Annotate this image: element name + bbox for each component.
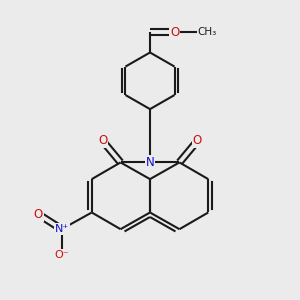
Text: N: N — [146, 156, 154, 169]
Text: CH₃: CH₃ — [197, 27, 217, 37]
Text: O: O — [193, 134, 202, 147]
Text: O: O — [98, 134, 107, 147]
Text: O: O — [170, 26, 179, 39]
Text: N⁺: N⁺ — [55, 224, 69, 234]
Text: O⁻: O⁻ — [54, 250, 69, 260]
Text: O: O — [34, 208, 43, 220]
